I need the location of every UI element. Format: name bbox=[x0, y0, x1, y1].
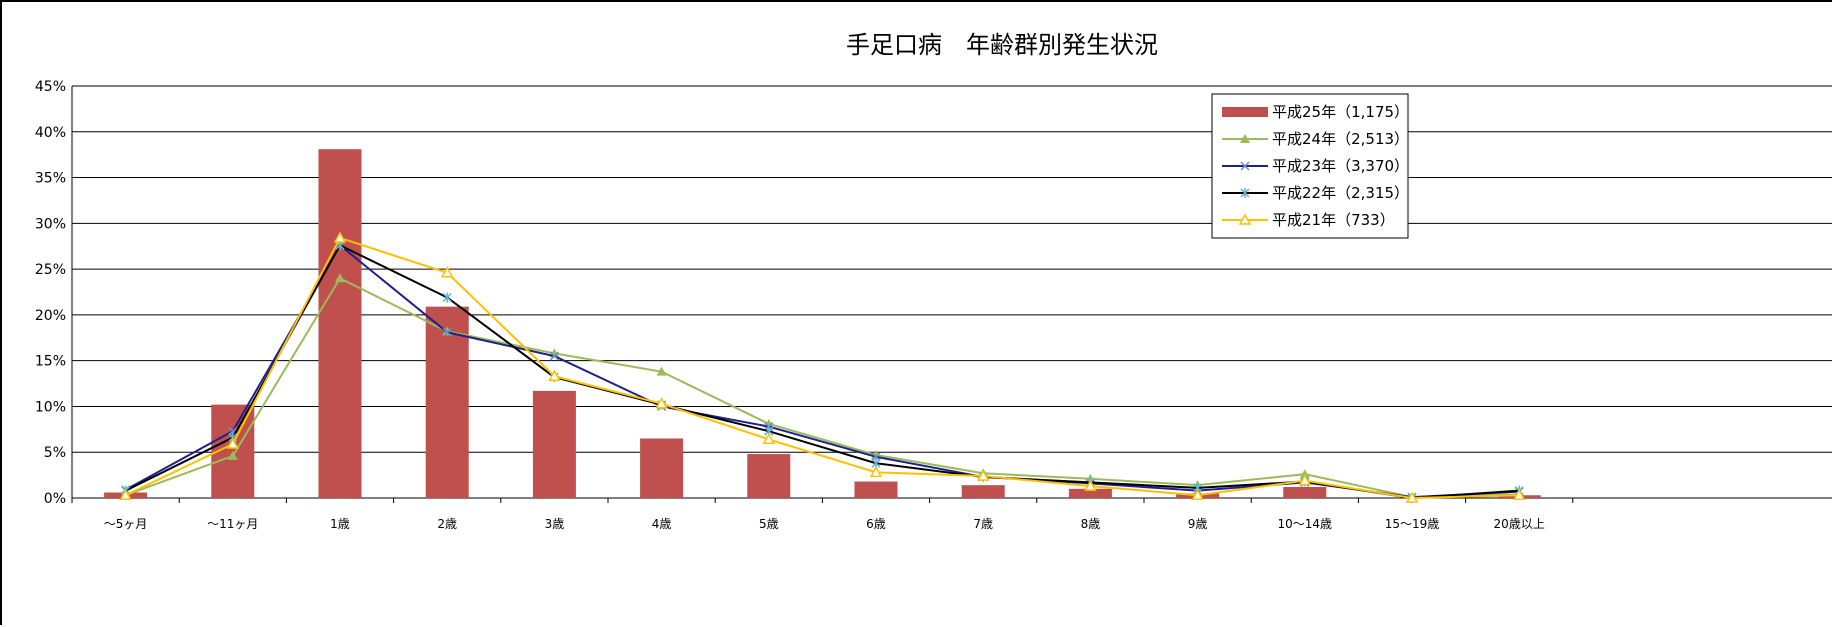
data-point bbox=[1298, 474, 1312, 486]
data-point bbox=[442, 327, 452, 337]
y-tick-label: 40% bbox=[35, 125, 66, 141]
x-tick-label: 15～19歳 bbox=[1385, 517, 1440, 531]
bar bbox=[318, 149, 362, 498]
data-point bbox=[1512, 488, 1526, 501]
x-tick-label: 1歳 bbox=[330, 517, 350, 531]
y-tick-label: 0% bbox=[44, 491, 66, 507]
x-tick-label: 7歳 bbox=[973, 517, 993, 531]
data-point bbox=[335, 273, 345, 283]
legend-label: 平成22年（2,315） bbox=[1272, 184, 1409, 202]
data-point bbox=[1240, 188, 1250, 198]
data-point bbox=[871, 452, 881, 462]
legend-item: 平成25年（1,175） bbox=[1222, 103, 1409, 121]
data-point bbox=[119, 488, 132, 501]
data-point bbox=[1405, 491, 1419, 503]
x-tick-label: 5歳 bbox=[759, 517, 779, 531]
data-point bbox=[762, 432, 776, 445]
x-tick-label: ～5ヶ月 bbox=[104, 517, 148, 531]
line-series bbox=[119, 231, 1526, 503]
legend-item: 平成21年（733） bbox=[1222, 211, 1395, 229]
gridlines bbox=[71, 85, 1832, 499]
data-point bbox=[656, 366, 667, 376]
legend-item: 平成22年（2,315） bbox=[1222, 184, 1409, 202]
bar bbox=[1283, 487, 1327, 498]
bar bbox=[854, 481, 898, 498]
data-point bbox=[976, 469, 990, 481]
data-point bbox=[1299, 469, 1310, 479]
y-tick-label: 35% bbox=[35, 171, 66, 187]
legend-label: 平成23年（3,370） bbox=[1272, 157, 1409, 175]
bar bbox=[640, 438, 684, 498]
bar bbox=[425, 306, 469, 498]
x-tick-label: 10～14歳 bbox=[1278, 517, 1333, 531]
series-line bbox=[125, 276, 1520, 499]
y-tick-label: 5% bbox=[44, 445, 66, 461]
legend-swatch bbox=[1222, 107, 1268, 117]
data-point bbox=[440, 266, 454, 278]
x-tick-label: 3歳 bbox=[545, 517, 565, 531]
y-axis-ticks: 0% 5% 10% 15% 20% 25% 30% 35% 40% 45% bbox=[35, 79, 66, 507]
legend-label: 平成25年（1,175） bbox=[1272, 103, 1409, 121]
legend-item: 平成24年（2,513） bbox=[1222, 130, 1409, 148]
x-tick-label: 2歳 bbox=[437, 517, 457, 531]
data-point bbox=[442, 292, 452, 303]
x-tick-label: 20歳以上 bbox=[1494, 517, 1545, 531]
data-point bbox=[869, 465, 883, 478]
data-point bbox=[1240, 134, 1250, 143]
y-tick-label: 45% bbox=[35, 79, 66, 95]
legend-item: 平成23年（3,370） bbox=[1222, 157, 1409, 175]
data-point bbox=[549, 351, 559, 361]
bar bbox=[532, 390, 576, 498]
series-line-group bbox=[119, 231, 1526, 503]
x-tick-label: ～11ヶ月 bbox=[207, 517, 258, 531]
bar bbox=[1068, 488, 1112, 498]
y-tick-label: 30% bbox=[35, 216, 66, 232]
data-point bbox=[655, 397, 668, 409]
series-line bbox=[125, 236, 1520, 500]
x-tick-label: 6歳 bbox=[866, 517, 886, 531]
x-tick-label: 4歳 bbox=[652, 517, 672, 531]
legend: 平成25年（1,175） 平成24年（2,513） 平成23年（3,370） 平成22… bbox=[1211, 93, 1409, 239]
y-tick-label: 10% bbox=[35, 399, 66, 415]
x-tick-label: 8歳 bbox=[1081, 517, 1101, 531]
chart-title: 手足口病 年齢群別発生状況 bbox=[846, 31, 1158, 59]
data-point bbox=[1240, 161, 1250, 171]
y-tick-label: 15% bbox=[35, 354, 66, 370]
data-point bbox=[1191, 488, 1204, 501]
data-point bbox=[333, 231, 347, 243]
data-point bbox=[227, 450, 238, 460]
data-point bbox=[1238, 213, 1252, 225]
y-tick-label: 25% bbox=[35, 262, 66, 278]
y-tick-label: 20% bbox=[35, 308, 66, 324]
x-axis-ticks: ～5ヶ月 ～11ヶ月 1歳 2歳 3歳 4歳 5歳 6歳 7歳 8歳 9歳 10～14歳 15～19歳 2… bbox=[71, 498, 1574, 531]
bar bbox=[747, 454, 791, 498]
data-point bbox=[226, 437, 240, 449]
legend-label: 平成24年（2,513） bbox=[1272, 130, 1409, 148]
bar bbox=[961, 485, 1005, 498]
data-point bbox=[548, 369, 561, 381]
x-tick-label: 9歳 bbox=[1188, 517, 1208, 531]
legend-label: 平成21年（733） bbox=[1272, 211, 1395, 229]
data-point bbox=[1084, 479, 1097, 491]
